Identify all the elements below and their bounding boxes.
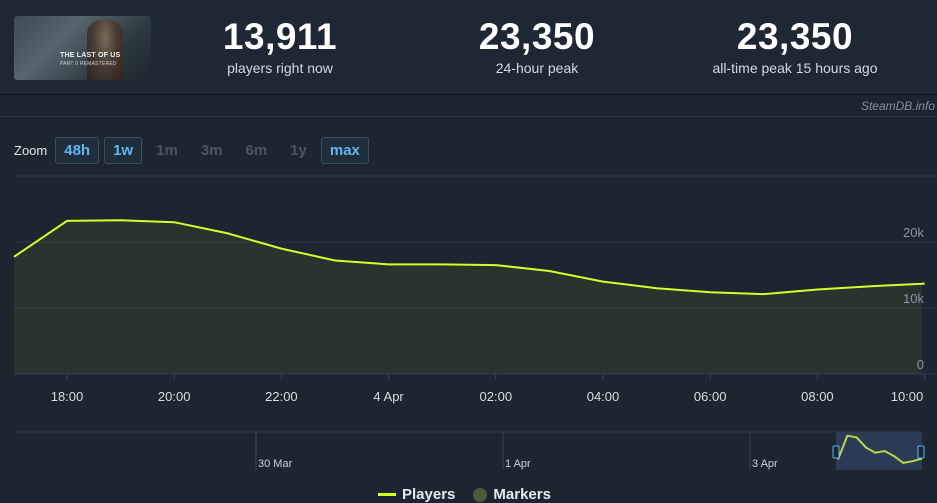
- game-cover-image[interactable]: THE LAST OF US PART II REMASTERED: [14, 16, 151, 80]
- navigator-selection: [836, 432, 922, 470]
- legend-players[interactable]: Players: [402, 486, 455, 503]
- zoom-controls: Zoom 48h 1w 1m 3m 6m 1y max: [14, 136, 374, 164]
- y-tick-label: 10k: [903, 291, 924, 306]
- stat-all-time-peak: 23,350 all-time peak 15 hours ago: [690, 16, 900, 76]
- zoom-6m-button[interactable]: 6m: [236, 137, 276, 164]
- x-tick-label: 22:00: [265, 389, 298, 404]
- x-tick-label: 10:00: [891, 389, 924, 404]
- x-tick-label: 08:00: [801, 389, 834, 404]
- cover-figure: [87, 20, 123, 80]
- players-legend-swatch: [378, 493, 396, 496]
- x-tick-label: 20:00: [158, 389, 191, 404]
- markers-legend-swatch: [473, 488, 487, 502]
- players-area: [14, 220, 925, 374]
- cover-subtitle: PART II REMASTERED: [60, 61, 117, 67]
- legend-markers[interactable]: Markers: [493, 486, 551, 503]
- x-tick-label: 06:00: [694, 389, 727, 404]
- y-tick-label: 20k: [903, 225, 924, 240]
- stat-label: players right now: [175, 60, 385, 76]
- navigator-handle[interactable]: [833, 446, 839, 458]
- stat-24h-peak: 23,350 24-hour peak: [432, 16, 642, 76]
- navigator-label: 30 Mar: [258, 458, 293, 470]
- navigator-label: 3 Apr: [752, 458, 778, 470]
- x-tick-label: 04:00: [587, 389, 620, 404]
- cover-title: THE LAST OF US: [60, 52, 120, 60]
- stat-label: all-time peak 15 hours ago: [690, 60, 900, 76]
- x-axis-labels: 18:00 20:00 22:00 4 Apr 02:00 04:00 06:00 08:00…: [51, 374, 925, 404]
- x-tick-label: 02:00: [480, 389, 513, 404]
- x-tick-label: 4 Apr: [373, 389, 404, 404]
- navigator-handle[interactable]: [918, 446, 924, 458]
- stat-value: 23,350: [432, 16, 642, 58]
- stat-label: 24-hour peak: [432, 60, 642, 76]
- zoom-3m-button[interactable]: 3m: [192, 137, 232, 164]
- x-tick-label: 18:00: [51, 389, 84, 404]
- stat-value: 13,911: [175, 16, 385, 58]
- stats-header: THE LAST OF US PART II REMASTERED 13,911…: [0, 0, 937, 95]
- steamdb-credit[interactable]: SteamDB.info: [861, 99, 935, 113]
- stat-current-players: 13,911 players right now: [175, 16, 385, 76]
- zoom-label: Zoom: [14, 143, 47, 158]
- navigator-label: 1 Apr: [505, 458, 531, 470]
- players-chart[interactable]: 0 10k 20k 18:00 20:00 22:00 4 Apr 02:00 04:00 06…: [0, 170, 937, 480]
- chart-legend: Players Markers: [378, 486, 551, 503]
- zoom-1m-button[interactable]: 1m: [147, 137, 187, 164]
- y-tick-label: 0: [917, 357, 924, 372]
- zoom-1w-button[interactable]: 1w: [104, 137, 142, 164]
- zoom-1y-button[interactable]: 1y: [281, 137, 316, 164]
- zoom-48h-button[interactable]: 48h: [55, 137, 99, 164]
- stat-value: 23,350: [690, 16, 900, 58]
- zoom-max-button[interactable]: max: [321, 137, 369, 164]
- chart-navigator[interactable]: 30 Mar 1 Apr 3 Apr: [14, 432, 924, 470]
